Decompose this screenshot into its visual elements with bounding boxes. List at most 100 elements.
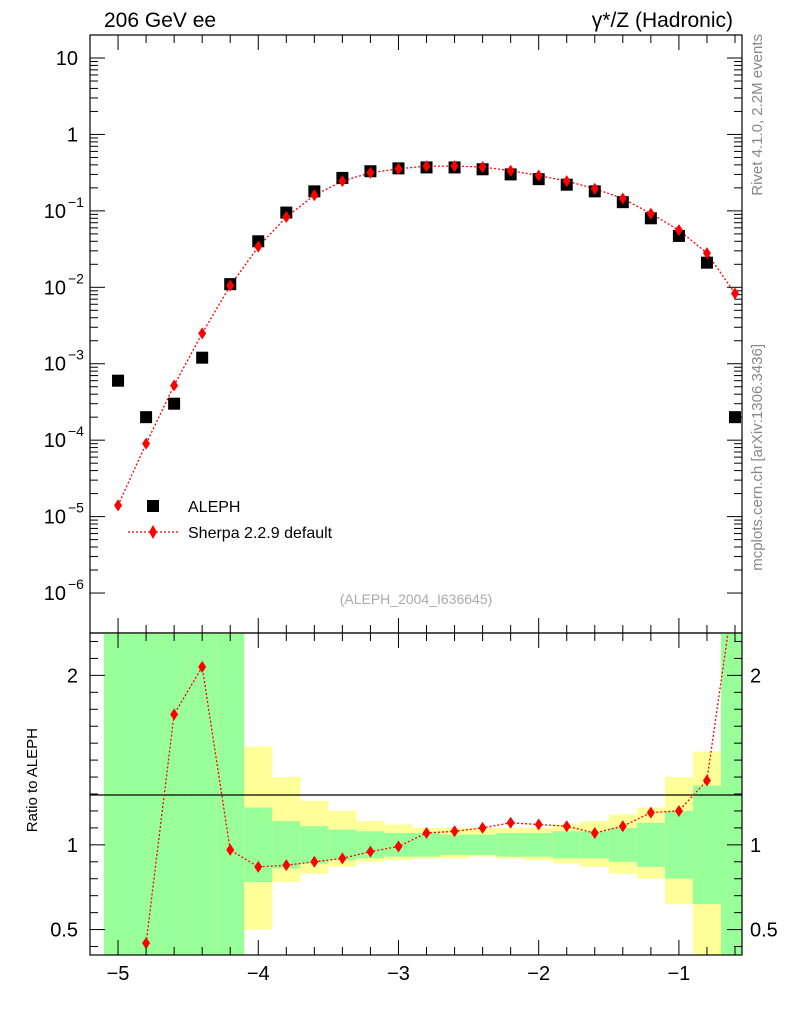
ratio-mc-point <box>226 843 235 856</box>
ratio-ylabel: Ratio to ALEPH <box>24 728 41 832</box>
data-point <box>196 351 209 364</box>
ratio-ytick-label-right: 2 <box>750 665 761 687</box>
mc-point <box>534 169 543 182</box>
mc-point <box>618 192 627 205</box>
plot-title-right: γ*/Z (Hadronic) <box>592 9 733 32</box>
mc-point <box>198 327 207 340</box>
main-ytick-label: 10 <box>44 277 66 299</box>
mc-point <box>590 182 599 195</box>
mc-point <box>702 247 711 260</box>
main-ytick-label: 10 <box>44 583 66 605</box>
mc-point <box>226 279 235 292</box>
mc-curve <box>117 165 736 506</box>
mc-point <box>142 437 151 450</box>
ratio-mc-point <box>534 818 543 831</box>
ratio-ytick-label: 2 <box>67 665 78 687</box>
mc-point <box>170 379 179 392</box>
mcplots-label: mcplots.cern.ch [arXiv:1306.3436] <box>749 344 766 571</box>
main-ytick-exponent: −1 <box>68 194 84 210</box>
legend-aleph-label: ALEPH <box>188 499 240 516</box>
mc-point <box>450 160 459 173</box>
ratio-mc-point <box>422 826 431 839</box>
mc-line <box>117 165 736 506</box>
inner-band-bin <box>160 633 189 955</box>
ratio-xtick-label: −5 <box>107 963 130 985</box>
ratio-panel: 0.5 0.5 1 1 2 2 −5 −4 −3 −2 −1 Ratio to ALEPH <box>24 632 778 985</box>
main-ytick-label: 10 <box>44 354 66 376</box>
ratio-mc-point <box>310 855 319 868</box>
inner-band-bin <box>496 832 525 857</box>
mc-point <box>674 224 683 237</box>
main-ytick-exponent: −3 <box>68 347 84 363</box>
data-point <box>168 397 181 410</box>
main-ytick-exponent: −6 <box>68 576 84 592</box>
inner-band-bin <box>440 834 469 856</box>
mc-point <box>114 499 123 512</box>
ratio-mc-point <box>562 820 571 833</box>
mc-point <box>254 240 263 253</box>
inner-band-bin <box>636 822 665 867</box>
main-ytick-label: 1 <box>67 124 78 146</box>
main-ytick-label: 10 <box>56 48 78 70</box>
legend-mc-label: Sherpa 2.2.9 default <box>188 525 333 542</box>
main-ytick-label: 10 <box>44 201 66 223</box>
mc-point <box>478 160 487 173</box>
main-ytick-label: 10 <box>44 430 66 452</box>
legend-aleph-marker <box>147 500 159 512</box>
ratio-ytick-label: 0.5 <box>50 920 78 942</box>
ratio-xtick-label: −4 <box>247 963 270 985</box>
data-point <box>700 256 713 269</box>
inner-band-bin <box>524 832 553 857</box>
ratio-mc-point <box>198 660 207 673</box>
ratio-mc-point <box>618 820 627 833</box>
mc-point <box>310 189 319 202</box>
ratio-frame <box>89 632 743 956</box>
ratio-mc-point <box>366 845 375 858</box>
inner-band-bin <box>552 831 581 859</box>
legend: ALEPH Sherpa 2.2.9 default <box>128 499 333 542</box>
mc-point <box>366 166 375 179</box>
data-point <box>140 411 153 424</box>
ratio-mc-point <box>170 708 179 721</box>
main-ytick-exponent: −2 <box>68 270 84 286</box>
main-ytick-exponent: −5 <box>68 500 84 516</box>
ratio-ytick-label: 1 <box>67 835 78 857</box>
main-frame <box>89 34 743 634</box>
ratio-mc-point <box>282 859 291 872</box>
mc-point <box>506 164 515 177</box>
ratio-mc-markers <box>142 660 711 950</box>
rivet-label: Rivet 4.1.0, 2.2M events <box>749 34 766 196</box>
ratio-mc-point <box>646 806 655 819</box>
ratio-xtick-label: −3 <box>387 963 410 985</box>
ratio-mc-point <box>394 840 403 853</box>
ratio-mc-point <box>674 804 683 817</box>
inner-band-bin <box>608 827 637 862</box>
ratio-ytick-label-right: 0.5 <box>750 920 778 942</box>
ratio-mc-point <box>478 821 487 834</box>
inner-band-bin <box>468 834 497 856</box>
analysis-id: (ALEPH_2004_I636645) <box>340 591 493 607</box>
mc-point <box>282 211 291 224</box>
plot-title-left: 206 GeV ee <box>104 9 216 32</box>
ratio-mc-point <box>338 852 347 865</box>
inner-band-bin <box>720 633 742 955</box>
data-point <box>112 374 125 387</box>
mc-point <box>646 207 655 220</box>
inner-band-bin <box>104 633 133 955</box>
inner-band-bin <box>664 810 693 879</box>
ratio-xtick-label: −1 <box>667 963 690 985</box>
ratio-mc-point <box>254 860 263 873</box>
data-markers <box>112 161 741 424</box>
ratio-ytick-label-right: 1 <box>750 835 761 857</box>
data-point <box>728 411 741 424</box>
mc-point <box>730 287 739 300</box>
inner-band-bin <box>188 633 217 955</box>
uncertainty-bands <box>104 633 742 955</box>
mc-point <box>338 175 347 188</box>
inner-band-bin <box>216 633 245 955</box>
ratio-mc-point <box>142 937 151 950</box>
legend-mc-marker <box>149 525 157 539</box>
